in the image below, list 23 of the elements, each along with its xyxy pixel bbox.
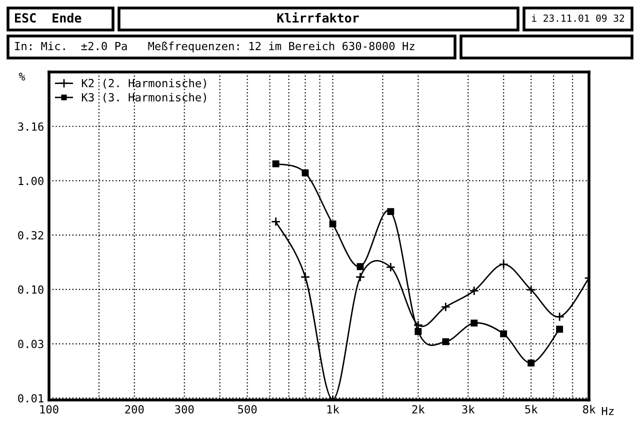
x-tick-label: 8k (583, 404, 596, 414)
y-tick-label: 1.00 (18, 176, 44, 186)
text: ESC Ende (15, 12, 82, 23)
y-tick-label: 3.16 (18, 122, 44, 131)
x-tick-label: 300 (175, 405, 194, 414)
y-axis-title: % (18, 72, 26, 80)
x-tick-label: 100 (40, 405, 58, 414)
x-tick-label: 500 (238, 405, 257, 414)
x-tick-label: 1k (327, 404, 340, 414)
x-tick-label: 3k (462, 404, 475, 414)
legend-label: K3 (3. Harmonische) (82, 92, 206, 103)
y-tick-label: 0.32 (18, 231, 44, 240)
legend-label: K2 (2. Harmonische) (82, 78, 206, 89)
x-axis-title: Hz (602, 406, 614, 416)
text: i 23.11.01 09 32 (532, 14, 624, 22)
y-tick-label: 0.10 (18, 285, 44, 294)
chart-title: Klirrfaktor (277, 12, 359, 23)
y-tick-label: 0.03 (18, 340, 44, 348)
chart-subtitle: In: Mic. ±2.0 Pa Meßfrequenzen: 12 im Bereich 630-8000 Hz (15, 42, 414, 52)
y-tick-label: 0.01 (18, 394, 44, 402)
x-tick-label: 200 (125, 405, 144, 414)
x-tick-label: 5k (525, 404, 538, 414)
x-tick-label: 2k (412, 404, 425, 414)
